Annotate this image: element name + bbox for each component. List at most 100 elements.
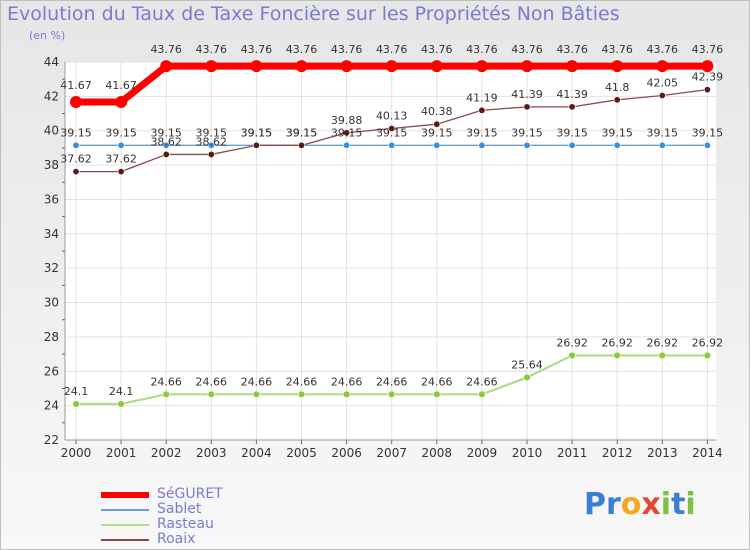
legend-label-seguret: SéGURET	[157, 486, 223, 502]
data-point-rasteau	[162, 390, 170, 398]
data-label-roaix: 38.62	[196, 135, 228, 148]
legend-label-rasteau: Rasteau	[157, 516, 214, 532]
data-label-sablet: 39.15	[331, 126, 363, 139]
data-point-sguret	[295, 60, 308, 73]
data-label-rasteau: 24.1	[109, 385, 134, 398]
data-label-sguret: 43.76	[511, 43, 543, 56]
data-label-sablet: 39.15	[60, 126, 92, 139]
data-point-rasteau	[117, 400, 125, 408]
data-label-sguret: 43.76	[466, 43, 498, 56]
data-label-sguret: 43.76	[692, 43, 724, 56]
data-point-rasteau	[523, 373, 531, 382]
data-label-roaix: 37.62	[60, 153, 92, 166]
data-label-roaix: 40.13	[376, 109, 408, 122]
x-tick-label: 2011	[557, 446, 588, 460]
data-point-sguret	[566, 60, 579, 73]
y-tick-label: 28	[44, 330, 59, 344]
data-point-sablet	[388, 141, 396, 149]
x-tick-label: 2012	[602, 446, 633, 460]
data-point-sguret	[340, 60, 353, 73]
data-label-roaix: 37.62	[105, 153, 137, 166]
data-label-sguret: 43.76	[601, 43, 633, 56]
data-point-rasteau	[342, 390, 351, 398]
data-point-sablet	[433, 141, 441, 149]
data-label-roaix: 41.39	[511, 88, 543, 101]
data-point-sguret	[611, 60, 624, 73]
legend-swatch-rasteau	[101, 524, 149, 526]
data-label-sguret: 43.76	[647, 43, 679, 56]
x-tick-label: 2010	[512, 446, 543, 460]
data-point-roaix	[72, 168, 80, 176]
data-point-sguret	[205, 60, 218, 73]
x-tick-label: 2003	[196, 446, 227, 460]
data-label-rasteau: 24.66	[150, 375, 182, 388]
data-label-roaix: 42.05	[647, 77, 679, 90]
data-point-sguret	[385, 60, 398, 73]
data-label-sablet: 39.15	[511, 126, 543, 139]
data-label-sablet: 39.15	[421, 126, 453, 139]
data-label-rasteau: 24.66	[421, 375, 453, 388]
data-point-sablet	[162, 141, 170, 149]
data-label-roaix: 39.15	[286, 126, 318, 139]
data-label-sguret: 43.76	[241, 43, 273, 56]
data-point-sablet	[568, 141, 576, 149]
data-point-sablet	[658, 141, 666, 149]
data-point-sablet	[523, 141, 531, 149]
proxiti-logo: Proxiti	[584, 487, 696, 522]
data-point-rasteau	[613, 351, 621, 360]
data-point-sablet	[72, 141, 80, 149]
logo-letter: P	[584, 487, 606, 522]
y-tick-label: 24	[44, 399, 59, 413]
label-layer: 24.1 24.1 24.66 24.66 24.66 24.66 24.66 24.66 24…	[60, 43, 723, 398]
x-tick-label: 2004	[241, 446, 272, 460]
series-layer	[70, 60, 714, 408]
plot-background	[65, 62, 716, 440]
data-label-sguret: 43.76	[196, 43, 228, 56]
data-point-sablet	[478, 141, 486, 149]
data-point-roaix	[658, 92, 666, 100]
data-label-rasteau: 24.66	[331, 375, 363, 388]
data-label-rasteau: 26.92	[601, 336, 633, 349]
data-label-sablet: 39.15	[692, 126, 724, 139]
data-point-sablet	[613, 141, 621, 149]
data-point-roaix	[523, 103, 531, 111]
data-label-roaix: 41.39	[556, 88, 588, 101]
data-label-roaix: 38.62	[150, 135, 182, 148]
data-point-rasteau	[297, 390, 306, 398]
data-label-sablet: 39.15	[601, 126, 633, 139]
x-tick-label: 2013	[647, 446, 678, 460]
x-tick-label: 2014	[692, 446, 723, 460]
data-point-rasteau	[388, 390, 396, 398]
x-tick-label: 2005	[286, 446, 317, 460]
data-label-rasteau: 25.64	[511, 358, 543, 371]
data-point-sguret	[475, 60, 488, 73]
unit-label: (en %)	[29, 29, 66, 42]
data-label-roaix: 41.8	[605, 81, 630, 94]
data-point-rasteau	[252, 390, 261, 398]
legend-label-sablet: Sablet	[157, 501, 202, 517]
data-point-roaix	[388, 124, 396, 132]
data-point-rasteau	[478, 390, 486, 398]
y-tick-label: 22	[44, 433, 59, 447]
x-tick-label: 2001	[106, 446, 137, 460]
y-tick-label: 26	[44, 364, 59, 378]
data-point-roaix	[117, 168, 125, 176]
data-label-sguret: 43.76	[286, 43, 318, 56]
data-label-rasteau: 26.92	[647, 336, 679, 349]
logo-letter: i	[660, 487, 672, 522]
data-point-sablet	[117, 141, 125, 149]
data-point-sguret	[70, 96, 82, 109]
data-label-sablet: 39.15	[196, 126, 228, 139]
data-point-rasteau	[703, 351, 712, 360]
x-tick-label: 2009	[467, 446, 498, 460]
data-point-sguret	[521, 60, 533, 73]
data-point-roaix	[343, 129, 351, 137]
data-label-sablet: 39.15	[150, 126, 182, 139]
y-tick-label: 32	[44, 261, 59, 275]
logo-letter: i	[685, 487, 696, 522]
data-point-roaix	[162, 150, 170, 158]
data-label-sablet: 39.15	[241, 126, 273, 139]
data-point-sablet	[343, 141, 351, 149]
